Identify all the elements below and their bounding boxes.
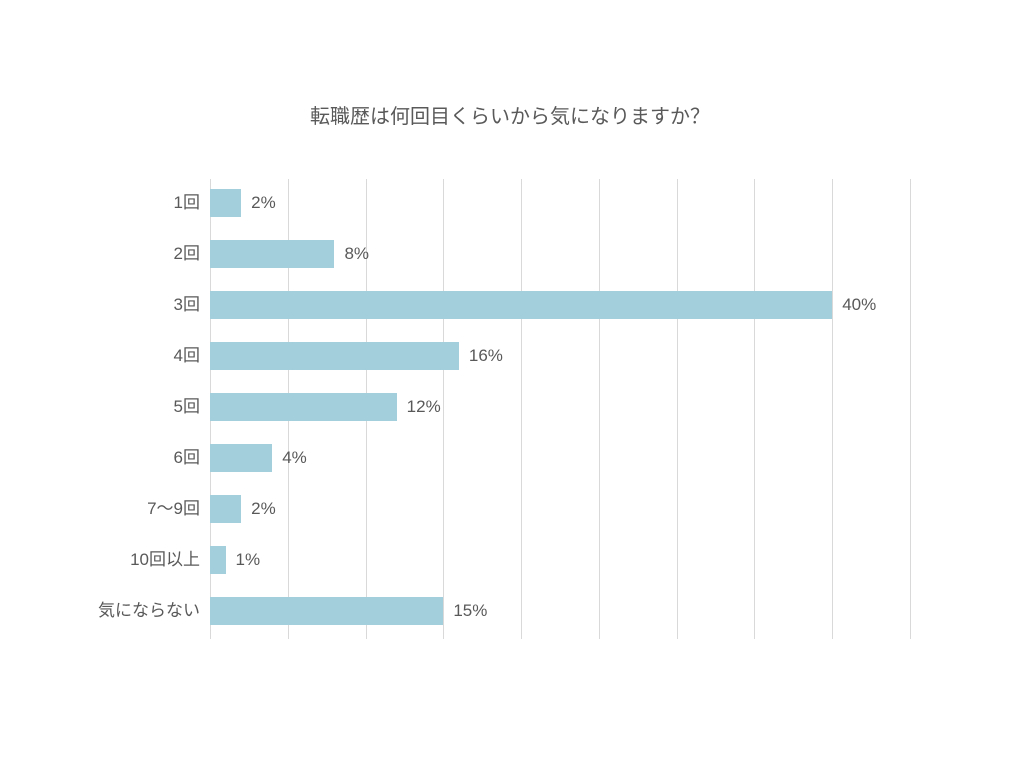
bar-row: 1% bbox=[210, 546, 910, 574]
y-axis-label: 7～9回 bbox=[60, 495, 200, 523]
y-axis-labels: 1回 2回 3回 4回 5回 6回 7～9回 10回以上気にならない bbox=[60, 179, 200, 639]
bar-value-label: 15% bbox=[453, 601, 487, 621]
bar-row: 12% bbox=[210, 393, 910, 421]
bar bbox=[210, 393, 397, 421]
y-axis-label: 気にならない bbox=[60, 597, 200, 625]
bar bbox=[210, 189, 241, 217]
bar bbox=[210, 495, 241, 523]
bar bbox=[210, 342, 459, 370]
bars-group: 2% 8% 40% 16% 12% 4% 2% 1% 15% bbox=[210, 179, 910, 639]
chart-container: 転職歴は何回目くらいから気になりますか？ 1回 2回 3回 4回 5回 6回 7～9回 10回… bbox=[60, 100, 960, 639]
gridline bbox=[910, 179, 911, 639]
bar bbox=[210, 597, 443, 625]
bar-row: 8% bbox=[210, 240, 910, 268]
bar-row: 2% bbox=[210, 495, 910, 523]
bar-value-label: 1% bbox=[236, 550, 261, 570]
bar-value-label: 16% bbox=[469, 346, 503, 366]
bar bbox=[210, 546, 226, 574]
bar-value-label: 12% bbox=[407, 397, 441, 417]
y-axis-label: 2回 bbox=[60, 240, 200, 268]
bar-row: 4% bbox=[210, 444, 910, 472]
y-axis-label: 1回 bbox=[60, 189, 200, 217]
y-axis-label: 5回 bbox=[60, 393, 200, 421]
bar-row: 16% bbox=[210, 342, 910, 370]
plot-area: 1回2回3回4回5回6回7～9回10回以上気にならない 2%8%40%16%12… bbox=[210, 179, 910, 639]
bar-row: 2% bbox=[210, 189, 910, 217]
bar-value-label: 2% bbox=[251, 499, 276, 519]
y-axis-label: 10回以上 bbox=[60, 546, 200, 574]
bar-value-label: 2% bbox=[251, 193, 276, 213]
chart-title: 転職歴は何回目くらいから気になりますか？ bbox=[60, 100, 960, 129]
y-axis-label: 3回 bbox=[60, 291, 200, 319]
bar bbox=[210, 240, 334, 268]
bar-value-label: 4% bbox=[282, 448, 307, 468]
bar-row: 15% bbox=[210, 597, 910, 625]
y-axis-label: 6回 bbox=[60, 444, 200, 472]
bar bbox=[210, 444, 272, 472]
bar-value-label: 40% bbox=[842, 295, 876, 315]
bar-row: 40% bbox=[210, 291, 910, 319]
y-axis-label: 4回 bbox=[60, 342, 200, 370]
bar-value-label: 8% bbox=[344, 244, 369, 264]
bar bbox=[210, 291, 832, 319]
